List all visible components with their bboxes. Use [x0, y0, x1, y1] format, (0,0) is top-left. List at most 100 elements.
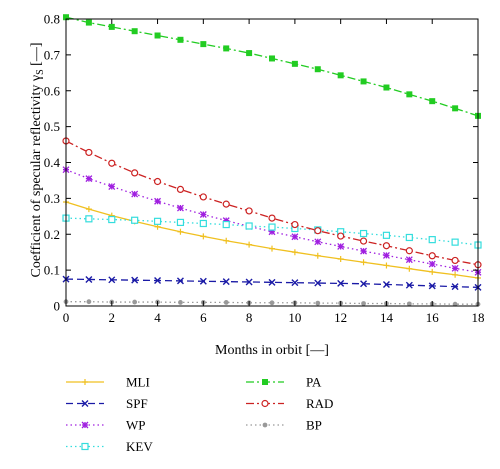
data-point-wp — [131, 190, 139, 198]
legend-label-pa: PA — [306, 375, 322, 390]
data-point-spf — [108, 276, 116, 284]
data-point-spf — [291, 279, 299, 287]
data-point-mli — [246, 241, 253, 248]
y-axis-title: Coefficient of specular reflectivity γS … — [29, 42, 46, 277]
data-point-rad — [222, 200, 230, 208]
data-point-pa — [223, 45, 230, 52]
x-tick-label: 2 — [109, 310, 116, 325]
data-point-wp — [405, 256, 413, 264]
data-point-wp — [176, 204, 184, 212]
data-point-wp — [108, 183, 116, 190]
data-point-kev — [131, 216, 139, 224]
data-point-rad — [245, 207, 253, 215]
data-point-mli — [337, 256, 344, 263]
data-point-bp — [86, 299, 92, 305]
data-point-rad — [268, 214, 276, 222]
data-point-pa — [429, 98, 436, 105]
data-point-mli — [360, 259, 367, 266]
data-point-wp — [360, 247, 368, 255]
data-point-kev — [382, 231, 391, 239]
plot-area — [62, 14, 482, 307]
data-point-kev — [153, 217, 162, 225]
data-point-mli — [291, 249, 298, 256]
data-point-spf — [199, 277, 207, 285]
y-tick-label: 0.5 — [44, 119, 60, 134]
data-point-mli — [383, 262, 390, 269]
data-point-rad — [405, 247, 413, 255]
legend-marker-mli — [82, 379, 88, 385]
y-tick-label: 0.3 — [44, 191, 60, 206]
data-point-wp — [199, 211, 207, 218]
data-point-bp — [361, 301, 366, 306]
data-point-spf — [131, 276, 139, 284]
data-point-spf — [314, 279, 322, 287]
data-point-pa — [154, 32, 161, 39]
legend-marker-bp — [262, 422, 268, 428]
x-tick-label: 8 — [246, 310, 253, 325]
data-point-rad — [85, 148, 93, 157]
data-point-kev — [245, 222, 253, 230]
data-point-rad — [153, 177, 162, 186]
y-axis-title-unit: [—] — [29, 42, 44, 69]
x-axis-title: Months in orbit [—] — [215, 343, 329, 358]
legend-item-bp: BP — [246, 418, 322, 433]
data-point-wp — [382, 251, 390, 259]
data-point-rad — [199, 193, 207, 201]
data-point-bp — [178, 300, 183, 305]
data-point-wp — [314, 238, 322, 246]
data-point-bp — [223, 300, 229, 305]
data-point-spf — [176, 277, 184, 285]
data-point-pa — [200, 41, 207, 48]
data-point-spf — [268, 278, 276, 286]
legend-marker-wp — [81, 421, 89, 429]
data-point-kev — [405, 233, 413, 242]
legend-label-rad: RAD — [306, 396, 333, 411]
axes — [65, 18, 479, 307]
data-point-bp — [269, 300, 275, 306]
x-tick-label: 12 — [334, 310, 347, 325]
data-point-wp — [428, 260, 436, 268]
data-point-spf — [337, 279, 345, 287]
legend-item-kev: KEV — [66, 439, 153, 454]
x-tick-label: 14 — [380, 310, 394, 325]
data-point-mli — [314, 252, 321, 259]
data-point-pa — [337, 72, 344, 79]
data-point-pa — [63, 14, 69, 21]
data-point-kev — [222, 220, 230, 229]
series-spf — [62, 275, 482, 291]
x-tick-label: 18 — [472, 310, 485, 325]
y-tick-label: 0.4 — [44, 155, 61, 170]
data-point-pa — [452, 105, 459, 112]
data-point-pa — [360, 78, 367, 85]
data-point-bp — [452, 301, 458, 307]
data-point-rad — [359, 237, 368, 245]
data-point-wp — [85, 175, 93, 183]
data-point-spf — [428, 282, 436, 290]
data-point-mli — [177, 228, 184, 235]
data-point-rad — [291, 220, 299, 229]
legend-marker-rad — [261, 399, 269, 408]
y-tick-label: 0.8 — [44, 12, 60, 27]
data-point-wp — [222, 217, 230, 225]
legend-label-kev: KEV — [126, 439, 153, 454]
data-point-kev — [451, 238, 459, 246]
data-point-rad — [314, 227, 322, 235]
data-point-bp — [315, 300, 321, 306]
data-point-pa — [314, 66, 321, 73]
data-point-pa — [406, 91, 413, 98]
legend-label-spf: SPF — [126, 396, 148, 411]
data-point-rad — [451, 256, 459, 265]
legend-item-rad: RAD — [246, 396, 333, 411]
x-tick-label: 0 — [63, 310, 70, 325]
data-point-mli — [429, 268, 436, 275]
data-point-wp — [337, 242, 345, 250]
data-point-spf — [451, 283, 459, 291]
series-line-pa — [65, 16, 479, 117]
legend-item-spf: SPF — [66, 396, 148, 411]
series-rad — [62, 137, 482, 269]
data-point-rad — [108, 159, 116, 167]
legend-marker-kev — [81, 442, 89, 451]
data-point-kev — [176, 218, 185, 227]
data-point-kev — [199, 219, 207, 228]
